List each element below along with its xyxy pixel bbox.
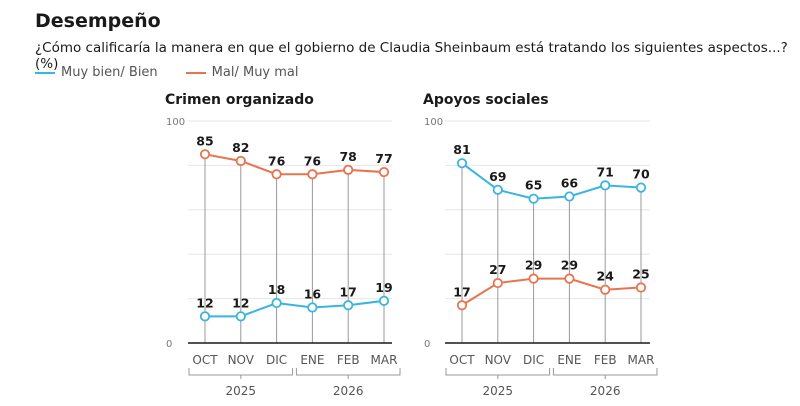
data-label: 85	[196, 133, 213, 148]
legend-label: Muy bien/ Bien	[61, 65, 158, 80]
data-point	[564, 191, 575, 202]
data-label: 69	[489, 169, 506, 184]
x-tick-label: DIC	[523, 353, 544, 367]
legend-swatch	[35, 71, 55, 74]
x-tick-label: DIC	[266, 353, 287, 367]
data-point	[528, 273, 539, 284]
data-point	[456, 300, 468, 311]
y-tick-label: 100	[424, 117, 443, 128]
legend-label: Mal/ Muy mal	[211, 65, 299, 80]
x-tick-label: OCT	[192, 353, 218, 367]
series-line	[205, 299, 385, 318]
data-point	[378, 166, 390, 178]
data-point	[343, 300, 354, 311]
data-point	[635, 182, 647, 193]
year-bracket	[295, 368, 401, 379]
data-label: 29	[561, 258, 578, 273]
year-bracket	[445, 368, 551, 379]
data-point	[199, 149, 211, 160]
data-label: 19	[375, 280, 392, 295]
series-line	[461, 277, 642, 307]
data-label: 25	[632, 267, 649, 282]
data-point	[271, 169, 282, 180]
data-label: 66	[561, 175, 579, 190]
data-point	[271, 297, 282, 309]
data-label: 27	[489, 262, 506, 277]
data-label: 65	[525, 178, 542, 193]
year-label: 2025	[226, 384, 257, 398]
data-point	[492, 277, 503, 289]
data-point	[528, 193, 539, 204]
series-line	[461, 162, 642, 200]
year-label: 2026	[590, 384, 621, 398]
year-bracket	[188, 368, 294, 379]
x-tick-label: FEB	[337, 353, 360, 367]
data-point	[343, 164, 354, 175]
data-point	[307, 302, 318, 313]
data-label: 12	[232, 295, 249, 310]
data-label: 82	[232, 140, 249, 155]
legend-item: Muy bien/ Bien	[35, 65, 158, 80]
x-tick-label: NOV	[228, 353, 255, 367]
legend: Muy bien/ Bien Mal/ Muy mal	[35, 65, 299, 80]
data-label: 16	[304, 286, 322, 301]
data-point	[600, 284, 611, 295]
data-point	[564, 273, 575, 284]
page-title: Desempeño	[35, 10, 161, 32]
data-label: 77	[375, 151, 392, 166]
year-label: 2025	[483, 384, 514, 398]
year-label: 2026	[333, 384, 364, 398]
data-label: 12	[196, 295, 213, 310]
data-label: 29	[525, 258, 542, 273]
data-point	[492, 184, 503, 195]
data-point	[307, 169, 318, 180]
data-point	[456, 158, 468, 169]
data-label: 76	[304, 153, 322, 168]
x-tick-label: OCT	[449, 353, 475, 367]
panel-title: Apoyos sociales	[423, 92, 549, 108]
data-point	[199, 311, 211, 322]
data-label: 17	[453, 284, 470, 299]
data-label: 76	[268, 153, 286, 168]
year-bracket	[552, 368, 658, 379]
data-label: 78	[339, 149, 356, 164]
data-point	[235, 311, 246, 322]
x-tick-label: NOV	[485, 353, 512, 367]
data-label: 17	[339, 284, 356, 299]
x-tick-label: MAR	[371, 353, 398, 367]
data-point	[378, 295, 390, 306]
data-label: 71	[596, 164, 613, 179]
data-point	[635, 282, 647, 293]
subtitle: ¿Cómo calificaría la manera en que el go…	[35, 40, 788, 72]
x-tick-label: FEB	[594, 353, 617, 367]
x-tick-label: MAR	[628, 353, 655, 367]
x-tick-label: ENE	[300, 353, 324, 367]
data-point	[600, 180, 611, 191]
legend-item: Mal/ Muy mal	[185, 65, 299, 80]
y-tick-label: 0	[424, 339, 430, 350]
x-tick-label: ENE	[557, 353, 581, 367]
legend-swatch	[185, 71, 206, 74]
y-tick-label: 100	[166, 117, 185, 128]
panel-title: Crimen organizado	[165, 92, 314, 108]
data-label: 70	[632, 167, 650, 182]
y-tick-label: 0	[166, 339, 172, 350]
series-line	[204, 153, 385, 176]
data-label: 81	[453, 142, 470, 157]
data-point	[235, 155, 246, 167]
data-label: 18	[268, 282, 285, 297]
data-label: 24	[596, 269, 614, 284]
